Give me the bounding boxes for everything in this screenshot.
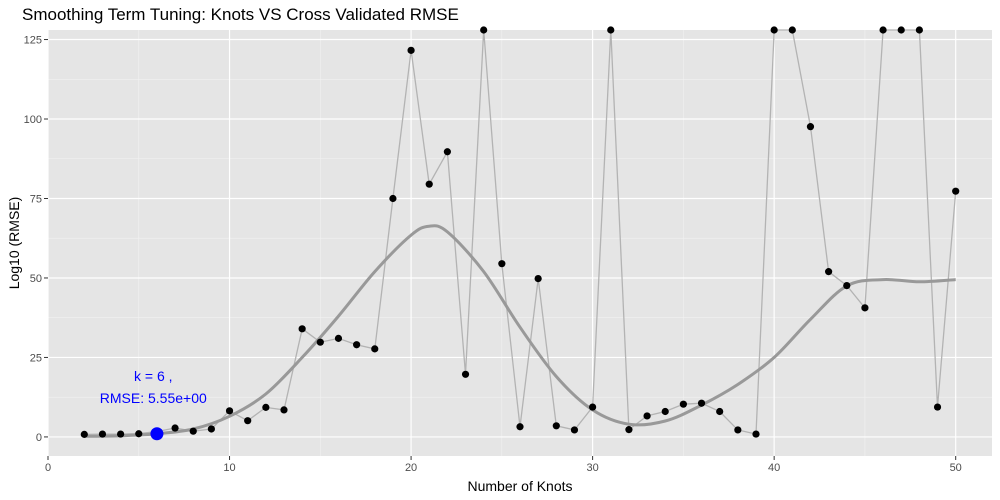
data-point (806, 123, 815, 131)
data-point (879, 26, 887, 34)
data-point (407, 46, 415, 54)
y-axis-title: Log10 (RMSE) (6, 197, 22, 290)
data-point (480, 26, 488, 34)
best-k-point (150, 427, 164, 441)
y-tick-label: 25 (30, 352, 42, 364)
data-point (371, 345, 379, 353)
data-point (80, 430, 88, 438)
data-point (389, 194, 397, 203)
annotation-line: RMSE: 5.55e+00 (100, 390, 207, 406)
data-point (661, 407, 669, 416)
data-point (262, 403, 270, 411)
y-tick-label: 125 (24, 35, 42, 47)
data-point (915, 26, 923, 34)
data-point (570, 426, 579, 434)
data-point (171, 424, 179, 432)
data-point (625, 426, 633, 434)
data-point (770, 26, 778, 34)
data-point (534, 275, 542, 283)
axis-ticks: 0 10 20 30 40 50 0 25 50 75 100 125 (24, 35, 962, 474)
data-point (244, 417, 252, 425)
data-points (80, 26, 960, 441)
x-tick-label: 50 (950, 462, 962, 474)
data-point (716, 407, 724, 416)
data-point (607, 26, 615, 34)
annotation-line: k = 6 , (134, 368, 173, 384)
data-point (843, 282, 851, 290)
data-point (316, 338, 324, 346)
data-point (225, 407, 234, 415)
y-tick-label: 50 (30, 273, 42, 285)
data-point (498, 260, 506, 268)
data-point (353, 341, 361, 349)
data-point (897, 26, 905, 34)
data-point (552, 422, 560, 430)
plot-panel (48, 30, 992, 456)
smooth-trend-line (84, 224, 956, 438)
data-point (189, 427, 197, 435)
data-point (697, 399, 706, 407)
data-point (135, 430, 143, 438)
data-point (825, 268, 833, 276)
data-point (425, 180, 433, 188)
data-point (117, 430, 125, 438)
x-axis-title: Number of Knots (467, 478, 572, 494)
y-tick-label: 0 (36, 432, 42, 444)
x-tick-label: 10 (223, 462, 235, 474)
data-point (752, 430, 760, 438)
grid-lines (47, 30, 992, 456)
data-point (679, 400, 687, 408)
data-point (933, 403, 942, 411)
data-point (280, 406, 288, 414)
x-tick-label: 20 (405, 462, 417, 474)
data-point (207, 425, 215, 433)
data-point (788, 26, 796, 34)
data-point (461, 370, 470, 378)
data-point (952, 187, 960, 195)
data-point (861, 304, 869, 312)
y-tick-label: 100 (24, 114, 42, 126)
x-tick-label: 0 (45, 462, 51, 474)
y-tick-label: 75 (30, 193, 42, 205)
x-tick-label: 30 (586, 462, 598, 474)
data-point (643, 412, 651, 420)
data-point (589, 403, 597, 411)
data-point (516, 423, 524, 431)
chart-title: Smoothing Term Tuning: Knots VS Cross Va… (22, 5, 459, 24)
annotation: k = 6 , RMSE: 5.55e+00 (100, 368, 207, 406)
data-point (443, 148, 451, 156)
x-tick-label: 40 (768, 462, 780, 474)
data-point (334, 334, 343, 342)
data-point (734, 426, 742, 434)
data-point (298, 325, 306, 333)
data-point (98, 430, 107, 438)
